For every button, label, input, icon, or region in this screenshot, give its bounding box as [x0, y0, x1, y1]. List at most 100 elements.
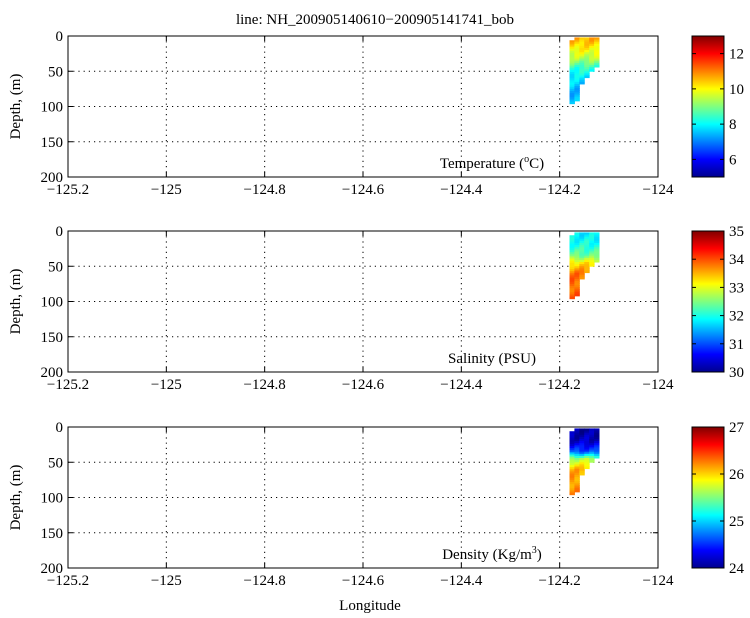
- temperature-cell: [589, 39, 595, 43]
- temperature-cell: [574, 47, 580, 51]
- y-tick-label: 200: [41, 561, 64, 577]
- y-tick-label: 200: [41, 170, 64, 186]
- salinity-cell: [569, 283, 575, 287]
- temperature-cell: [574, 58, 580, 62]
- y-axis-label: Depth, (m): [8, 74, 24, 140]
- temperature-cell: [574, 45, 580, 49]
- salinity-cell: [574, 253, 580, 257]
- salinity-cell: [589, 247, 595, 250]
- salinity-cell: [569, 258, 575, 262]
- salinity-cell: [579, 274, 585, 278]
- salinity-cell: [574, 278, 580, 282]
- density-cell: [589, 451, 595, 455]
- temperature-cell: [574, 67, 580, 70]
- y-axis-label: Depth, (m): [8, 269, 24, 335]
- density-cell: [574, 458, 580, 461]
- density-cell: [579, 466, 585, 470]
- salinity-cell: [579, 272, 585, 276]
- density-cell: [569, 456, 575, 460]
- salinity-cell: [584, 247, 590, 250]
- salinity-cell: [594, 238, 600, 242]
- salinity-cell: [594, 245, 600, 248]
- temperature-cell: [574, 79, 580, 83]
- density-cell: [594, 445, 600, 448]
- temperature-cell: [584, 39, 590, 43]
- salinity-cell: [579, 266, 585, 269]
- annotation-text: ): [537, 547, 542, 563]
- salinity-cell: [569, 252, 575, 255]
- salinity-cell: [569, 296, 575, 300]
- salinity-cell: [569, 256, 575, 259]
- temperature-cell: [574, 37, 580, 41]
- temperature-cell: [579, 69, 585, 72]
- temperature-cell: [574, 77, 580, 81]
- temperature-cell: [574, 62, 580, 66]
- temperature-cell: [584, 60, 590, 64]
- density-cell: [584, 443, 590, 446]
- temperature-cell: [594, 52, 600, 55]
- density-cell: [589, 432, 595, 436]
- density-cell: [584, 430, 590, 434]
- salinity-cell: [574, 285, 580, 288]
- density-cell: [569, 467, 575, 470]
- x-tick-label: −125.2: [47, 573, 89, 589]
- salinity-section-data: [569, 232, 600, 300]
- salinity-cell: [579, 259, 585, 263]
- density-cell: [584, 432, 590, 436]
- temperature-cell: [579, 54, 585, 57]
- salinity-cell: [589, 249, 595, 252]
- density-cell: [574, 428, 580, 432]
- temperature-cell: [579, 41, 585, 45]
- temperature-cell: [594, 37, 600, 41]
- temperature-cell: [584, 50, 590, 53]
- temperature-cell: [574, 56, 580, 60]
- salinity-cell: [594, 253, 600, 257]
- x-tick-label: −124.4: [440, 377, 483, 393]
- density-cell: [594, 430, 600, 434]
- figure-title: line: NH_200905140610−200905141741_bob: [236, 12, 514, 28]
- temperature-cell: [574, 92, 580, 96]
- colorbar-tick-label: 34: [729, 252, 745, 268]
- density-cell: [594, 428, 600, 432]
- salinity-cell: [579, 238, 585, 242]
- density-cell: [579, 468, 585, 472]
- temperature-cell: [589, 45, 595, 49]
- salinity-cell: [574, 276, 580, 280]
- density-cell: [589, 430, 595, 434]
- temperature-cell: [584, 62, 590, 66]
- temperature-cell: [584, 41, 590, 45]
- density-cell: [569, 481, 575, 485]
- salinity-cell: [594, 249, 600, 252]
- density-cell: [579, 447, 585, 451]
- colorbar-tick-label: 32: [729, 309, 744, 325]
- temperature-cell: [579, 73, 585, 76]
- density-cell: [589, 434, 595, 438]
- temperature-cell: [594, 60, 600, 64]
- salinity-cell: [574, 287, 580, 291]
- temperature-cell: [569, 88, 575, 92]
- salinity-cell: [569, 277, 575, 281]
- temperature-cell: [569, 76, 575, 79]
- colorbar-tick-label: 24: [729, 561, 745, 577]
- density-cell: [569, 492, 575, 496]
- density-cell: [574, 449, 580, 453]
- salinity-cell: [584, 259, 590, 263]
- temperature-cell: [589, 50, 595, 53]
- density-cell: [579, 472, 585, 476]
- salinity-cell: [574, 274, 580, 278]
- temperature-cell: [584, 54, 590, 57]
- density-cell: [569, 486, 575, 489]
- temperature-cell: [589, 60, 595, 64]
- temperature-cell: [584, 52, 590, 55]
- density-cell: [574, 485, 580, 489]
- temperature-cell: [574, 81, 580, 85]
- density-cell: [579, 445, 585, 448]
- salinity-cell: [589, 234, 595, 238]
- salinity-cell: [569, 235, 575, 238]
- density-cell: [589, 441, 595, 444]
- temperature-cell: [584, 64, 590, 68]
- density-cell: [589, 460, 595, 463]
- salinity-cell: [574, 259, 580, 263]
- density-cell: [589, 458, 595, 461]
- colorbar-gradient: [691, 230, 725, 373]
